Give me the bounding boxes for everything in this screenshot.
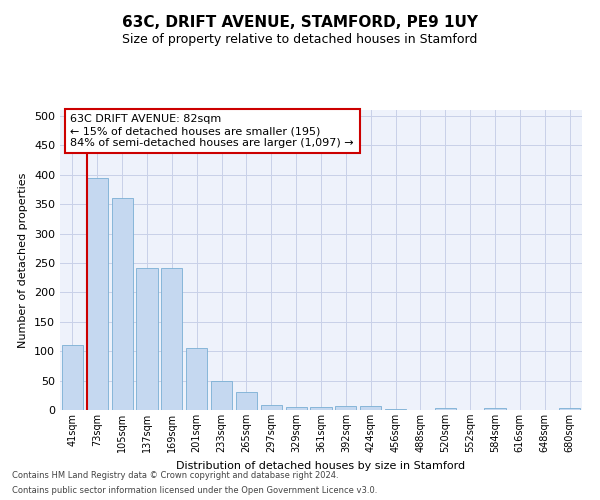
Bar	[211, 380, 232, 410]
Y-axis label: Number of detached properties: Number of detached properties	[19, 172, 28, 348]
X-axis label: Distribution of detached houses by size in Stamford: Distribution of detached houses by size …	[176, 460, 466, 470]
Bar	[236, 392, 257, 410]
Bar	[435, 408, 456, 410]
Text: Contains public sector information licensed under the Open Government Licence v3: Contains public sector information licen…	[12, 486, 377, 495]
Bar	[484, 408, 506, 410]
Bar	[136, 268, 158, 410]
Bar	[161, 268, 182, 410]
Bar	[286, 407, 307, 410]
Text: Size of property relative to detached houses in Stamford: Size of property relative to detached ho…	[122, 32, 478, 46]
Bar	[87, 178, 108, 410]
Bar	[112, 198, 133, 410]
Bar	[360, 406, 381, 410]
Bar	[62, 346, 83, 410]
Bar	[385, 409, 406, 410]
Bar	[186, 348, 207, 410]
Text: 63C, DRIFT AVENUE, STAMFORD, PE9 1UY: 63C, DRIFT AVENUE, STAMFORD, PE9 1UY	[122, 15, 478, 30]
Text: Contains HM Land Registry data © Crown copyright and database right 2024.: Contains HM Land Registry data © Crown c…	[12, 471, 338, 480]
Text: 63C DRIFT AVENUE: 82sqm
← 15% of detached houses are smaller (195)
84% of semi-d: 63C DRIFT AVENUE: 82sqm ← 15% of detache…	[70, 114, 354, 148]
Bar	[310, 407, 332, 410]
Bar	[261, 406, 282, 410]
Bar	[559, 408, 580, 410]
Bar	[335, 406, 356, 410]
